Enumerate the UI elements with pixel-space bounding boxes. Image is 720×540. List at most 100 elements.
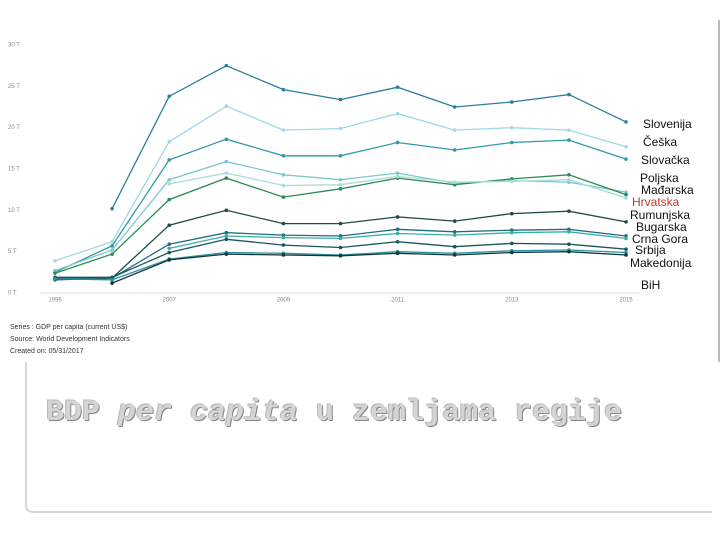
data-point <box>167 177 171 182</box>
data-point <box>567 230 571 234</box>
legend-label: BiH <box>641 278 660 292</box>
x-tick-label: 2015 <box>619 298 633 304</box>
data-point <box>110 244 114 248</box>
data-point <box>452 253 457 257</box>
data-point <box>510 140 514 145</box>
data-point <box>395 140 400 145</box>
data-point <box>338 187 343 191</box>
footnote: Series : GDP per capita (current US$) <box>10 324 127 331</box>
data-point <box>224 208 229 213</box>
title-part: BDP <box>46 396 119 430</box>
data-point <box>624 247 628 251</box>
data-point <box>167 223 171 228</box>
data-point <box>338 221 343 226</box>
data-point <box>167 197 171 202</box>
data-point <box>510 241 514 246</box>
data-point <box>224 63 229 68</box>
y-tick-label: 30 T <box>8 43 20 49</box>
data-point <box>452 180 457 185</box>
data-point <box>338 234 343 238</box>
data-point <box>624 190 628 194</box>
data-point <box>624 236 628 241</box>
legend-label: Slovenija <box>643 117 692 131</box>
legend-label: Hrvatska <box>632 195 680 209</box>
data-point <box>110 277 114 282</box>
data-point <box>281 153 286 158</box>
y-tick-label: 25 T <box>8 84 20 90</box>
data-point <box>395 215 400 219</box>
y-tick-label: 20 T <box>8 125 20 131</box>
data-point <box>567 249 571 254</box>
data-point <box>567 138 571 142</box>
y-tick-label: 10 T <box>8 208 20 214</box>
series-line <box>111 251 627 284</box>
data-point <box>567 242 571 247</box>
data-point <box>167 258 171 262</box>
data-point <box>281 183 286 188</box>
data-point <box>510 100 514 104</box>
data-point <box>567 172 571 177</box>
data-point <box>110 206 114 211</box>
legend-label: Rumunjska <box>630 208 690 222</box>
legend-label: Češka <box>643 134 677 149</box>
data-point <box>281 235 286 240</box>
series-line <box>111 64 627 209</box>
data-point <box>510 125 514 130</box>
y-tick-label: 5 T <box>8 249 17 255</box>
data-point <box>110 275 114 280</box>
data-point <box>224 252 229 256</box>
x-tick-label: 2007 <box>163 298 177 304</box>
x-tick-label: 1996 <box>48 298 62 304</box>
data-point <box>452 182 457 187</box>
footnote: Source: World Development Indicators <box>10 336 130 343</box>
data-point <box>281 233 286 237</box>
data-point <box>281 243 286 247</box>
legend-label: Bugarska <box>636 220 687 234</box>
data-point <box>452 230 457 234</box>
data-point <box>510 230 514 235</box>
slide-frame <box>25 362 712 513</box>
data-point <box>452 233 457 237</box>
data-point <box>338 254 343 258</box>
legend-label: Crna Gora <box>632 232 688 246</box>
data-point <box>567 177 571 182</box>
legend-label: Slovačka <box>641 153 690 167</box>
data-point <box>452 219 457 223</box>
data-point <box>395 171 400 175</box>
data-point <box>224 230 229 235</box>
data-point <box>510 228 514 232</box>
data-point <box>567 128 571 132</box>
data-point <box>395 227 400 232</box>
y-tick-label: 0 T <box>8 291 17 297</box>
x-tick-label: 2013 <box>505 298 519 304</box>
legend-label: Makedonija <box>630 256 692 270</box>
data-point <box>510 211 514 216</box>
data-point <box>624 220 628 224</box>
data-point <box>224 159 229 164</box>
data-point <box>395 239 400 244</box>
data-point <box>224 171 229 175</box>
data-point <box>224 104 229 108</box>
data-point <box>395 111 400 116</box>
data-point <box>395 251 400 256</box>
data-point <box>395 231 400 236</box>
data-point <box>338 97 343 102</box>
data-point <box>224 237 229 242</box>
data-point <box>452 128 457 132</box>
data-point <box>624 192 628 197</box>
data-point <box>624 234 628 238</box>
data-point <box>281 87 286 92</box>
data-point <box>338 182 343 187</box>
legend-label: Poljska <box>640 171 679 185</box>
x-tick-label: 2011 <box>391 298 405 304</box>
data-point <box>624 250 628 255</box>
data-point <box>110 252 114 256</box>
y-tick-label: 15 T <box>8 167 20 173</box>
data-point <box>53 271 57 275</box>
data-point <box>624 196 628 200</box>
data-point <box>167 250 171 255</box>
data-point <box>110 239 114 244</box>
x-tick-label: 2009 <box>277 298 291 304</box>
